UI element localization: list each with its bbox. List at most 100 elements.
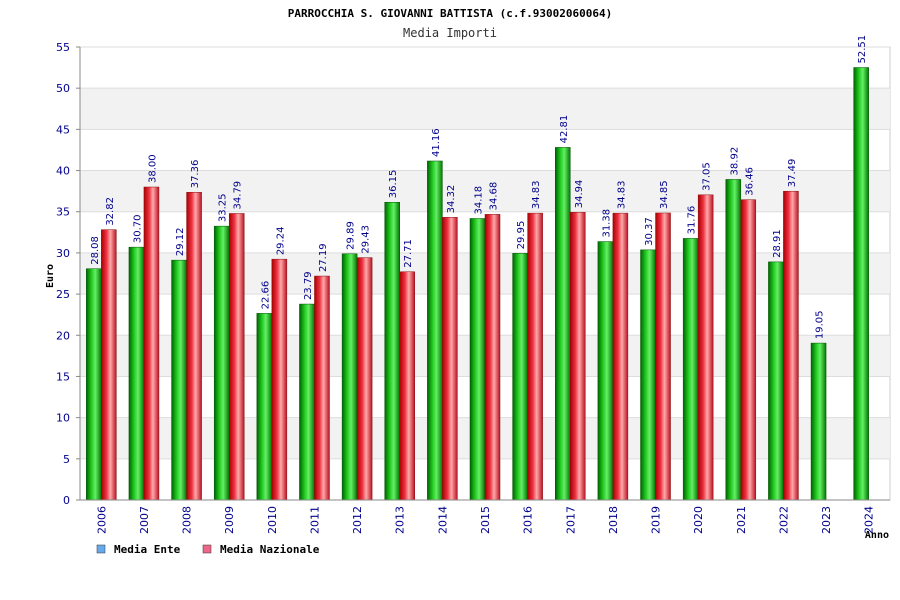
bar-media-ente <box>171 259 187 501</box>
bar-media-nazionale <box>356 257 373 501</box>
data-label: 41.16 <box>431 128 442 157</box>
bars-group: 28.08 32.82 30.70 38.00 29.12 37.36 33.25 34.79… <box>86 35 869 501</box>
bar-media-ente <box>768 261 784 501</box>
x-tick-label: 2006 <box>95 506 108 534</box>
y-tick-label: 35 <box>56 206 70 219</box>
bar-media-ente <box>86 268 102 501</box>
data-label: 28.08 <box>90 236 101 265</box>
x-tick-label: 2010 <box>266 506 279 534</box>
bar-media-nazionale <box>740 199 757 501</box>
y-tick-label: 25 <box>56 288 70 301</box>
bar-media-nazionale <box>101 229 117 501</box>
y-tick-label: 30 <box>56 247 70 260</box>
bar-media-nazionale <box>442 217 458 501</box>
chart-subtitle: Media Importi <box>403 26 497 40</box>
x-tick-label: 2013 <box>394 506 407 534</box>
y-tick-label: 55 <box>56 41 70 54</box>
data-label: 30.37 <box>644 217 655 246</box>
bar-media-nazionale <box>314 275 330 501</box>
x-tick-label: 2021 <box>735 506 748 534</box>
bar-media-nazionale <box>186 192 202 501</box>
bar-media-ente <box>555 147 571 501</box>
bar-media-ente <box>512 253 528 501</box>
legend-swatch-ente <box>96 544 106 554</box>
data-label: 19.05 <box>815 310 826 339</box>
x-tick-label: 2022 <box>777 506 790 534</box>
bar-media-nazionale <box>570 211 586 501</box>
bar-media-nazionale <box>783 190 799 501</box>
bar-media-ente <box>128 246 145 501</box>
data-label: 29.89 <box>346 221 357 250</box>
data-label: 32.82 <box>105 197 116 226</box>
data-label: 22.66 <box>260 281 271 310</box>
bar-media-ente <box>469 218 486 501</box>
data-label: 34.85 <box>659 180 670 209</box>
bar-media-nazionale <box>399 271 415 501</box>
x-tick-label: 2024 <box>863 506 876 534</box>
y-tick-label: 10 <box>56 412 70 425</box>
bar-media-ente <box>341 253 358 501</box>
data-label: 29.43 <box>361 225 372 254</box>
bar-media-ente <box>427 160 443 501</box>
x-tick-label: 2020 <box>692 506 705 534</box>
bar-media-ente <box>853 67 869 501</box>
bar-media-nazionale <box>697 194 714 501</box>
data-label: 34.18 <box>474 186 485 215</box>
bar-media-nazionale <box>527 212 543 501</box>
data-label: 34.32 <box>446 185 457 214</box>
data-label: 29.95 <box>516 221 527 250</box>
x-tick-label: 2018 <box>607 506 620 534</box>
legend-swatch-nazionale <box>202 544 212 554</box>
data-label: 34.68 <box>489 182 500 211</box>
y-axis-label: Euro <box>45 264 56 288</box>
bar-media-nazionale <box>228 213 245 501</box>
x-tick-label: 2008 <box>181 506 194 534</box>
data-label: 27.19 <box>318 243 329 272</box>
data-label: 29.12 <box>175 228 186 257</box>
x-tick-label: 2019 <box>650 506 663 534</box>
y-axis-ticks: 0 5 10 15 20 25 30 35 40 45 50 55 <box>56 41 80 507</box>
bar-media-nazionale <box>484 214 501 501</box>
y-tick-label: 5 <box>63 453 70 466</box>
data-label: 37.49 <box>787 159 798 188</box>
bar-media-nazionale <box>655 212 671 501</box>
data-label: 34.83 <box>531 180 542 209</box>
x-axis-ticks: 2006 2007 2008 2009 2010 2011 2012 2013 2014 2015… <box>95 506 875 534</box>
bar-media-nazionale <box>612 212 629 501</box>
data-label: 27.71 <box>403 239 414 268</box>
x-tick-label: 2014 <box>436 506 449 534</box>
data-label: 30.70 <box>132 215 143 244</box>
x-tick-label: 2012 <box>351 506 364 534</box>
x-tick-label: 2023 <box>820 506 833 534</box>
data-label: 28.91 <box>772 229 783 258</box>
data-label: 31.76 <box>687 206 698 235</box>
legend-label-ente: Media Ente <box>114 543 181 556</box>
x-tick-label: 2015 <box>479 506 492 534</box>
data-label: 23.79 <box>303 271 314 300</box>
x-tick-label: 2017 <box>564 506 577 534</box>
y-tick-label: 0 <box>63 494 70 507</box>
data-label: 34.83 <box>616 180 627 209</box>
data-label: 34.94 <box>574 180 585 209</box>
bar-media-ente <box>810 342 827 501</box>
legend-label-nazionale: Media Nazionale <box>220 543 320 556</box>
bar-media-nazionale <box>271 258 288 501</box>
x-tick-label: 2016 <box>522 506 535 534</box>
data-label: 37.05 <box>702 162 713 191</box>
data-label: 52.51 <box>857 35 868 64</box>
x-tick-label: 2011 <box>308 506 321 534</box>
data-label: 36.15 <box>388 170 399 199</box>
bar-media-nazionale <box>143 186 160 501</box>
x-axis-label: Anno <box>865 530 889 541</box>
y-tick-label: 15 <box>56 370 70 383</box>
bar-media-ente <box>256 313 273 501</box>
bar-media-ente <box>384 202 400 501</box>
data-label: 38.92 <box>729 147 740 176</box>
grid-band <box>80 88 890 130</box>
y-tick-label: 20 <box>56 329 70 342</box>
y-tick-label: 50 <box>56 82 70 95</box>
data-label: 36.46 <box>744 167 755 196</box>
legend: Media Ente Media Nazionale <box>96 543 320 556</box>
x-tick-label: 2007 <box>138 506 151 534</box>
